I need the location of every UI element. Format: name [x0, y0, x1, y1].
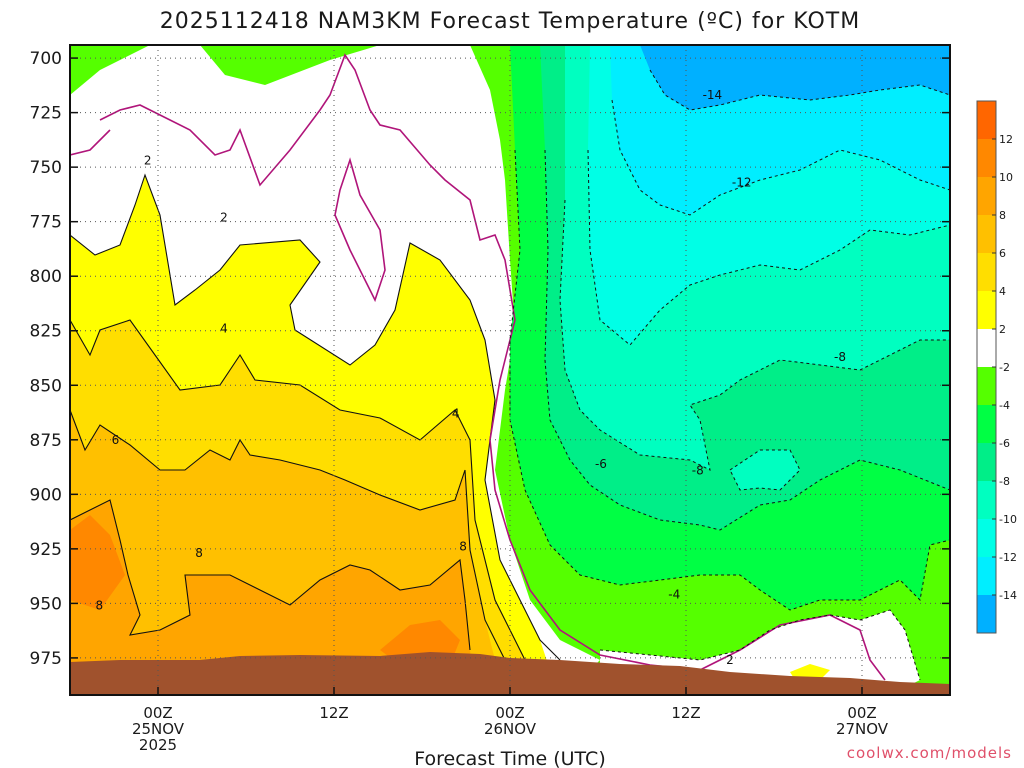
y-tick-label: 850 [30, 376, 62, 396]
y-tick-label: 825 [30, 322, 62, 342]
contour-zero-upper [70, 129, 111, 156]
colorbar-band [977, 481, 996, 519]
contour-plus6 [70, 409, 506, 661]
contour-label: 8 [96, 599, 104, 613]
contour-plus4 [70, 319, 526, 661]
x-tick-label: 26NOV [484, 720, 537, 738]
contour-minus8-pocket [729, 449, 801, 491]
contour-minus4 [544, 149, 950, 531]
colorbar-band [977, 595, 996, 633]
y-tick-label: 975 [30, 649, 62, 669]
colorbar-band [977, 291, 996, 329]
contour-plus2 [70, 173, 561, 661]
colorbar-band [977, 253, 996, 291]
x-tick-label: 12Z [671, 704, 700, 722]
colorbar-label: -10 [999, 513, 1017, 526]
x-tick-label: 2025 [139, 736, 177, 754]
y-tick-label: 925 [30, 540, 62, 560]
colorbar-label: 8 [999, 209, 1006, 222]
band-plus10-to-plus12 [70, 515, 460, 665]
y-tick-label: 900 [30, 485, 62, 505]
band-plus8-to-plus10 [70, 500, 475, 695]
contour-label: 4 [220, 322, 228, 336]
x-tick-label: 27NOV [836, 720, 889, 738]
y-tick-label: 700 [30, 49, 62, 69]
contour-minus6 [559, 199, 950, 471]
y-tick-label: 950 [30, 594, 62, 614]
contour-minus10 [587, 149, 950, 346]
y-tick-label: 775 [30, 213, 62, 233]
colorbar-label: 10 [999, 171, 1013, 184]
contour-label: -6 [595, 457, 607, 471]
colorbar-label: -6 [999, 437, 1010, 450]
x-axis-title: Forecast Time (UTC) [414, 748, 605, 768]
colorbar-label: -4 [999, 399, 1010, 412]
colorbar-band [977, 177, 996, 215]
y-tick-label: 875 [30, 431, 62, 451]
contour-zero-pocket [334, 157, 386, 303]
contour-label: -8 [692, 463, 704, 477]
colorbar-label: -8 [999, 475, 1010, 488]
colorbar-label: 4 [999, 285, 1006, 298]
contour-minus14 [649, 69, 950, 111]
x-tick-label: 00Z [143, 704, 172, 722]
contour-plus8 [70, 499, 471, 651]
colorbar-band [977, 329, 996, 367]
contour-label: 2 [726, 653, 734, 667]
contour-label: 8 [195, 546, 203, 560]
y-tick-label: 750 [30, 158, 62, 178]
colorbar-label: -2 [999, 361, 1010, 374]
y-tick-label: 725 [30, 104, 62, 124]
grid-lines [70, 45, 950, 695]
y-axis: 700 725 750 775 800 825 850 875 900 925 950 975 [30, 49, 950, 669]
credit-text: coolwx.com/models [847, 744, 1012, 762]
colorbar-label: 6 [999, 247, 1006, 260]
colorbar-band [977, 101, 996, 139]
colorbar-band [977, 405, 996, 443]
colorbar-band [977, 557, 996, 595]
colorbar-label: 2 [999, 323, 1006, 336]
band-minus14-to-minus16 [640, 45, 950, 110]
contour-label: 4 [452, 407, 460, 421]
contour-label: -12 [732, 175, 752, 189]
colorbar-band [977, 519, 996, 557]
colorbar-band [977, 139, 996, 177]
contour-lines [70, 173, 561, 661]
colorbar-label: 12 [999, 133, 1013, 146]
contour-labels: 2 2 4 4 6 8 8 8 -14 -12 -8 -6 -8 -4 2 [96, 88, 846, 667]
contour-label: -4 [668, 588, 680, 602]
contour-label: 6 [112, 433, 120, 447]
contour-label: 2 [220, 210, 228, 224]
colorbar-band [977, 215, 996, 253]
colorbar-band [977, 367, 996, 405]
band-yellow-surface-right [790, 664, 830, 680]
contour-label: -8 [834, 350, 846, 364]
x-tick-label: 25NOV [132, 720, 185, 738]
colorbar: 12 10 8 6 4 2 -2 -4 -6 -8 -10 -12 -14 [976, 100, 1017, 634]
x-tick-label: 00Z [495, 704, 524, 722]
contour-label: -14 [703, 88, 723, 102]
x-tick-label: 00Z [847, 704, 876, 722]
colorbar-label: -12 [999, 551, 1017, 564]
y-tick-label: 800 [30, 267, 62, 287]
chart-title: 2025112418 NAM3KM Forecast Temperature (… [160, 9, 860, 34]
colorbar-band [977, 443, 996, 481]
terrain-ground [70, 652, 950, 695]
colorbar-label: -14 [999, 589, 1017, 602]
x-tick-label: 12Z [319, 704, 348, 722]
contour-label: 8 [459, 540, 467, 554]
plot-area [70, 45, 950, 695]
contour-label: 2 [144, 154, 152, 168]
